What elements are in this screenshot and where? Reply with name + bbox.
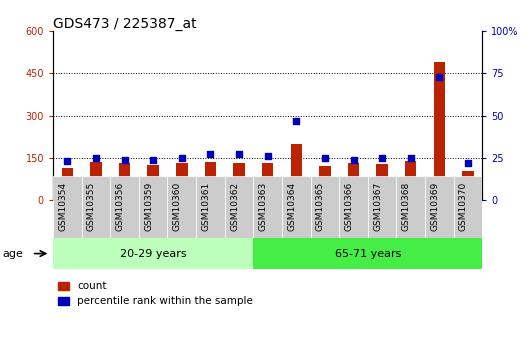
Bar — [225, 176, 253, 238]
Point — [378, 155, 386, 161]
Text: age: age — [3, 249, 23, 258]
Point — [206, 152, 215, 157]
Text: GSM10362: GSM10362 — [230, 182, 239, 231]
Point — [407, 155, 415, 161]
Bar — [348, 164, 359, 200]
Bar — [205, 162, 216, 200]
Point — [92, 155, 100, 161]
Text: GDS473 / 225387_at: GDS473 / 225387_at — [53, 17, 197, 31]
Bar — [119, 164, 130, 200]
Bar — [233, 162, 245, 200]
Text: 20-29 years: 20-29 years — [120, 249, 187, 258]
Point — [120, 157, 129, 162]
Bar — [368, 176, 396, 238]
Bar — [82, 176, 110, 238]
Bar — [196, 176, 225, 238]
Bar — [319, 166, 331, 200]
Text: GSM10369: GSM10369 — [430, 182, 439, 231]
Bar — [90, 162, 102, 200]
Bar — [139, 176, 167, 238]
Bar — [253, 238, 482, 269]
Bar — [110, 176, 139, 238]
Text: GSM10366: GSM10366 — [344, 182, 354, 231]
Bar — [176, 162, 188, 200]
Bar — [434, 62, 445, 200]
Bar — [167, 176, 196, 238]
Bar — [282, 176, 311, 238]
Point — [178, 155, 186, 161]
Bar — [253, 176, 282, 238]
Bar — [147, 165, 159, 200]
Point — [435, 74, 444, 79]
Bar — [311, 176, 339, 238]
Text: GSM10363: GSM10363 — [259, 182, 268, 231]
Text: GSM10354: GSM10354 — [58, 182, 67, 231]
Bar — [262, 164, 273, 200]
Point — [63, 158, 72, 164]
Point — [235, 152, 243, 157]
Point — [149, 157, 157, 162]
Text: GSM10367: GSM10367 — [373, 182, 382, 231]
Bar — [61, 168, 73, 200]
Text: 65-71 years: 65-71 years — [334, 249, 401, 258]
Point — [263, 154, 272, 159]
Bar — [454, 176, 482, 238]
Text: GSM10361: GSM10361 — [201, 182, 210, 231]
Text: GSM10370: GSM10370 — [459, 182, 468, 231]
Point — [464, 160, 472, 166]
Bar — [339, 176, 368, 238]
Text: GSM10356: GSM10356 — [116, 182, 125, 231]
Bar — [290, 144, 302, 200]
Bar — [405, 161, 417, 200]
Legend: count, percentile rank within the sample: count, percentile rank within the sample — [58, 281, 253, 306]
Text: GSM10360: GSM10360 — [173, 182, 182, 231]
Point — [321, 155, 329, 161]
Bar — [425, 176, 454, 238]
Point — [292, 118, 301, 124]
Bar — [53, 238, 253, 269]
Text: GSM10365: GSM10365 — [316, 182, 325, 231]
Bar — [462, 170, 474, 200]
Text: GSM10359: GSM10359 — [144, 182, 153, 231]
Point — [349, 157, 358, 162]
Bar — [396, 176, 425, 238]
Text: GSM10364: GSM10364 — [287, 182, 296, 231]
Bar — [376, 164, 388, 200]
Text: GSM10368: GSM10368 — [402, 182, 411, 231]
Bar — [53, 176, 82, 238]
Text: GSM10355: GSM10355 — [87, 182, 96, 231]
